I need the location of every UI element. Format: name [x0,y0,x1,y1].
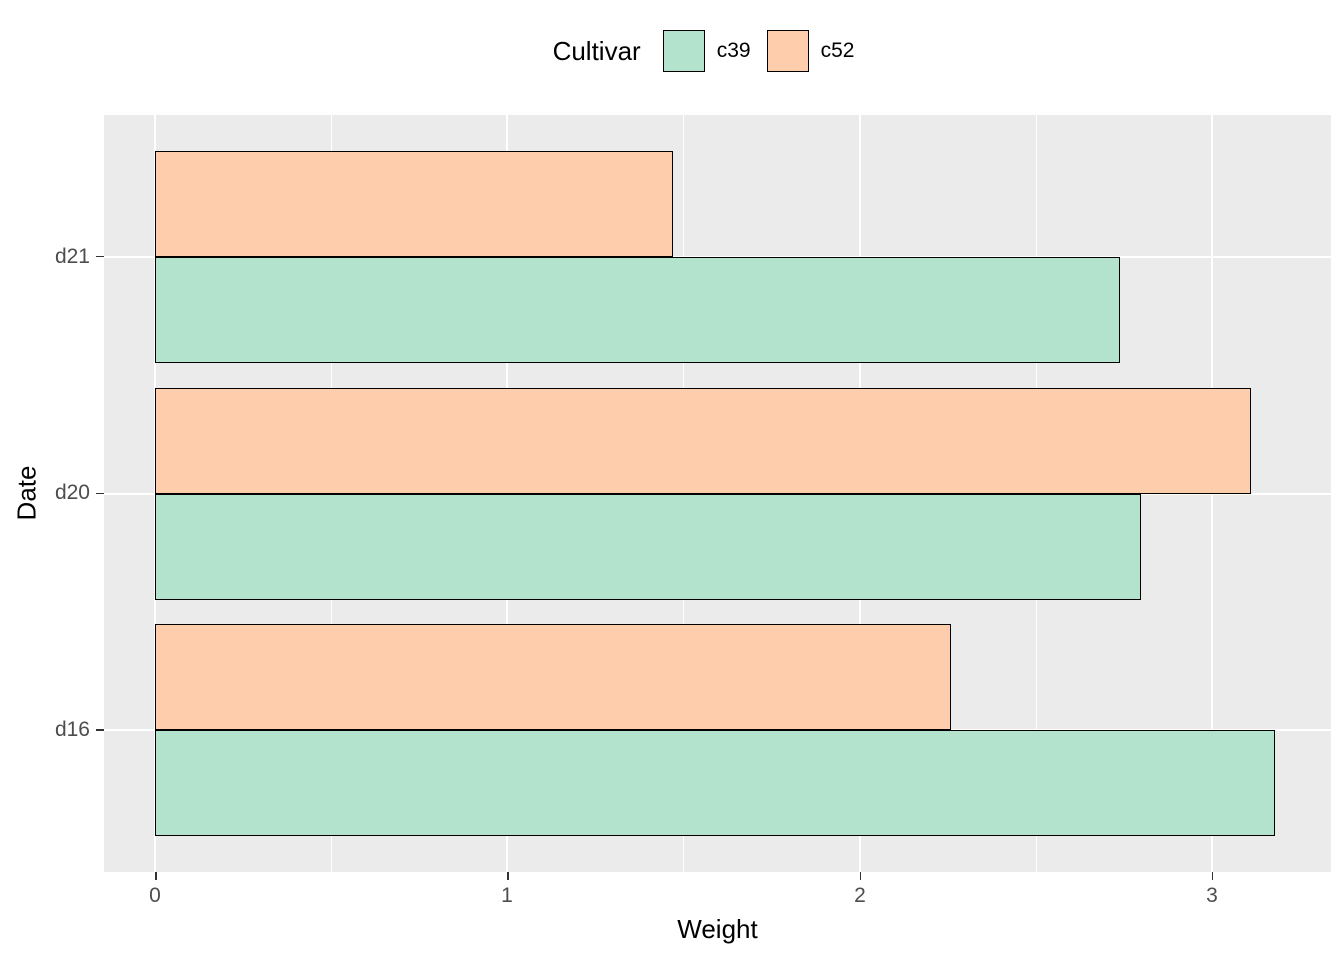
x-tick-mark-2 [859,872,862,880]
x-tick-mark-1 [507,872,509,880]
x-tick-label-0: 0 [149,884,161,907]
y-tick-mark-d20 [96,492,104,494]
x-tick-label-1: 1 [501,884,513,907]
legend-swatch-c52 [766,30,809,72]
y-tick-mark-d21 [96,255,104,258]
x-tick-mark-0 [155,872,157,880]
legend-swatch-c39 [662,30,705,72]
legend-title: Cultivar [552,35,641,66]
bar-d20-c39 [155,493,1142,600]
bar-d21-c39 [155,256,1121,363]
x-axis [104,872,1331,880]
legend-label-c39: c39 [716,39,751,62]
x-tick-label-2: 2 [854,884,866,907]
y-tick-label-d16: d16 [54,718,90,741]
legend-key-c52: c52 [766,30,855,72]
x-tick-mark-3 [1211,872,1214,880]
legend-key-c39: c39 [662,30,751,72]
legend-label-c52: c52 [820,39,855,62]
y-tick-mark-d16 [96,729,104,731]
y-axis [96,115,104,872]
plot-panel [104,115,1331,872]
bar-d16-c52 [155,624,952,731]
bar-d16-c39 [155,730,1276,837]
bar-d20-c52 [155,387,1251,494]
x-axis-title: Weight [677,914,758,944]
legend: Cultivar c39 c52 [90,30,1317,72]
y-axis-title: Date [11,465,42,521]
x-tick-label-3: 3 [1206,884,1218,907]
y-tick-label-d20: d20 [54,481,90,504]
bar-d21-c52 [155,150,673,257]
y-tick-label-d21: d21 [54,245,90,268]
